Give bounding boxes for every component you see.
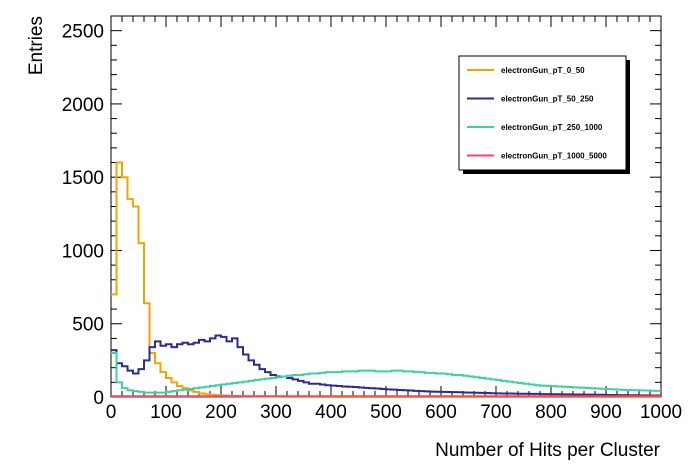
x-tick-label: 900 bbox=[590, 402, 622, 423]
x-tick-label: 300 bbox=[260, 402, 292, 423]
x-axis-title: Number of Hits per Cluster bbox=[435, 440, 661, 461]
legend-label-electrongun-pt-50-250: electronGun_pT_50_250 bbox=[501, 95, 594, 104]
y-tick-label: 500 bbox=[72, 315, 104, 336]
y-tick-label: 1500 bbox=[62, 168, 104, 189]
y-axis-title: Entries bbox=[26, 16, 47, 75]
x-tick-label: 500 bbox=[370, 402, 402, 423]
y-tick-label: 2500 bbox=[62, 22, 104, 43]
legend: electronGun_pT_0_50 electronGun_pT_50_250… bbox=[458, 55, 630, 174]
y-tick-label: 1000 bbox=[62, 241, 104, 262]
x-tick-label: 700 bbox=[480, 402, 512, 423]
x-tick-label: 600 bbox=[425, 402, 457, 423]
y-tick-label: 2000 bbox=[62, 95, 104, 116]
legend-label-electrongun-pt-250-1000: electronGun_pT_250_1000 bbox=[501, 123, 603, 132]
x-tick-label: 400 bbox=[315, 402, 347, 423]
legend-label-electrongun-pt-1000-5000: electronGun_pT_1000_5000 bbox=[501, 152, 607, 161]
y-tick-label: 0 bbox=[93, 388, 104, 409]
legend-entries: electronGun_pT_0_50 electronGun_pT_50_250… bbox=[467, 66, 607, 161]
x-tick-label: 1000 bbox=[640, 402, 682, 423]
series-line-electrongun-pt-50-250 bbox=[111, 334, 661, 397]
axis-tick-labels: 0 100 200 300 400 500 600 700 800 900 1000 0 500 1000… bbox=[62, 22, 682, 423]
legend-box bbox=[458, 55, 627, 171]
series-line-electrongun-pt-250-1000 bbox=[111, 352, 661, 394]
x-tick-label: 100 bbox=[150, 402, 182, 423]
histogram-series bbox=[111, 161, 661, 398]
legend-label-electrongun-pt-0-50: electronGun_pT_0_50 bbox=[501, 66, 585, 75]
x-tick-label: 0 bbox=[106, 402, 117, 423]
x-tick-label: 200 bbox=[205, 402, 237, 423]
x-tick-label: 800 bbox=[535, 402, 567, 423]
